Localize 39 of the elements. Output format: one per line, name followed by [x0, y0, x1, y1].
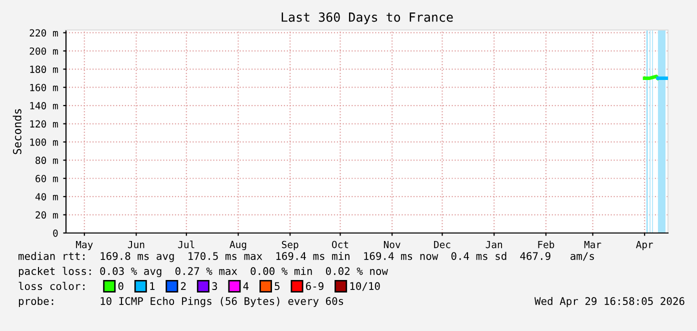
- legend-label: 4: [243, 282, 249, 290]
- y-tick-label: 220 m: [30, 29, 58, 37]
- y-tick-label: 40 m: [35, 193, 58, 200]
- text: packet loss: 0.03 % avg 0.27 % max 0.00 % min 0.02 % now: [18, 266, 388, 278]
- y-tick-label: 120 m: [30, 120, 58, 128]
- text: probe: 10 ICMP Echo Pings (56 Bytes) every 60s: [18, 296, 344, 308]
- y-tick-label: 100 m: [30, 138, 58, 146]
- legend-label: 3: [212, 282, 218, 290]
- text: loss color:: [18, 282, 84, 290]
- text: median rtt: 169.8 ms avg 170.5 ms max 169.4 ms min 169.4 ms now 0.4 ms sd 467.9 am/s: [18, 252, 594, 262]
- x-tick-label: Oct: [332, 240, 348, 248]
- y-tick-label: 160 m: [30, 84, 58, 92]
- x-tick-label: Feb: [538, 240, 554, 248]
- y-tick-label: 180 m: [30, 66, 58, 73]
- y-tick-label: 20 m: [36, 211, 58, 219]
- y-axis-title: Seconds: [12, 109, 22, 154]
- legend-label: 5: [274, 282, 280, 290]
- x-tick-label: May: [76, 240, 93, 250]
- legend-label: 10/10: [350, 282, 380, 291]
- text: Wed Apr 29 16:58:05 2026: [534, 296, 684, 308]
- legend-label: 2: [181, 282, 186, 290]
- x-tick-label: Apr: [636, 240, 653, 250]
- x-tick-label: Jun: [128, 240, 144, 248]
- x-tick-label: Dec: [434, 240, 450, 248]
- legend-label: 0: [118, 282, 124, 290]
- x-tick-label: Jan: [486, 240, 502, 248]
- y-tick-label: 200 m: [30, 47, 58, 55]
- x-tick-label: Jul: [178, 240, 194, 248]
- y-tick-label: 60 m: [36, 174, 58, 182]
- x-tick-label: Aug: [230, 240, 246, 250]
- x-tick-label: Mar: [584, 240, 602, 248]
- x-tick-label: Sep: [282, 240, 298, 250]
- legend-label: 6-9: [306, 282, 324, 290]
- chart-title: Last 360 Days to France: [282, 12, 453, 24]
- y-tick-label: 0: [53, 230, 58, 237]
- legend-label: 1: [150, 282, 155, 290]
- y-tick-label: 80 m: [36, 156, 58, 164]
- x-tick-label: Nov: [384, 240, 400, 248]
- y-tick-label: 140 m: [30, 102, 58, 110]
